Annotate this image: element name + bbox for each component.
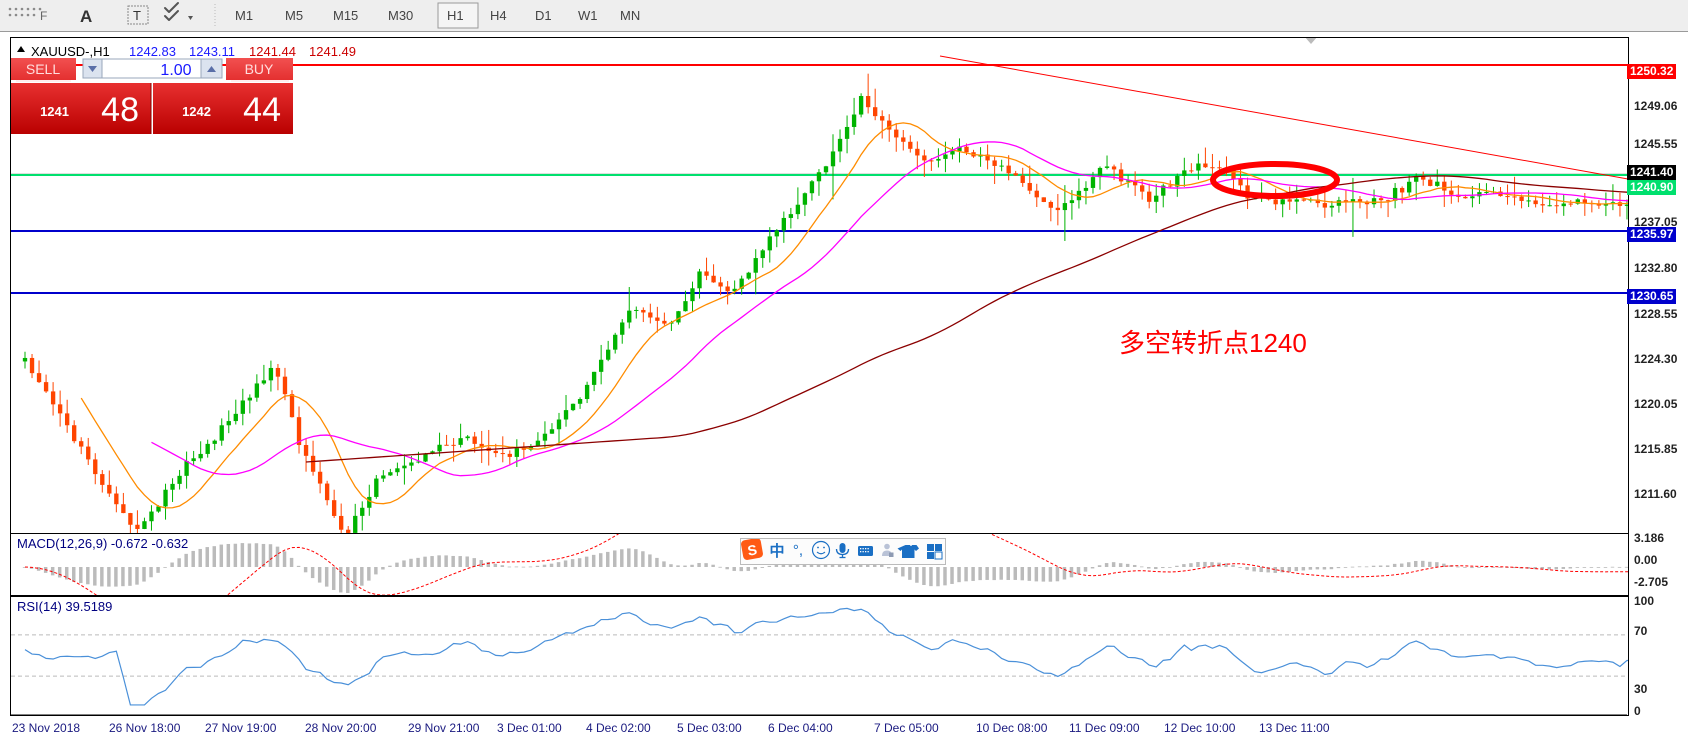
svg-text:M15: M15 bbox=[333, 8, 358, 23]
svg-text:M30: M30 bbox=[388, 8, 413, 23]
svg-text:23 Nov 2018: 23 Nov 2018 bbox=[12, 721, 80, 735]
svg-text:27 Nov 19:00: 27 Nov 19:00 bbox=[205, 721, 277, 735]
svg-text:BUY: BUY bbox=[245, 61, 274, 77]
svg-text:44: 44 bbox=[243, 91, 281, 129]
svg-text:48: 48 bbox=[101, 91, 139, 129]
svg-text:W1: W1 bbox=[578, 8, 598, 23]
svg-text:H1: H1 bbox=[447, 8, 464, 23]
svg-text:T: T bbox=[133, 8, 141, 23]
svg-text:4 Dec 02:00: 4 Dec 02:00 bbox=[586, 721, 651, 735]
svg-text:MACD(12,26,9) -0.672 -0.632: MACD(12,26,9) -0.672 -0.632 bbox=[17, 536, 188, 551]
svg-text:12 Dec 10:00: 12 Dec 10:00 bbox=[1164, 721, 1236, 735]
svg-text:3 Dec 01:00: 3 Dec 01:00 bbox=[497, 721, 562, 735]
svg-text:°,: °, bbox=[793, 542, 803, 559]
svg-text:5 Dec 03:00: 5 Dec 03:00 bbox=[677, 721, 742, 735]
svg-text:29 Nov 21:00: 29 Nov 21:00 bbox=[408, 721, 480, 735]
svg-text:13 Dec 11:00: 13 Dec 11:00 bbox=[1259, 721, 1330, 735]
svg-text:1242: 1242 bbox=[182, 104, 211, 119]
svg-text:多空转折点1240: 多空转折点1240 bbox=[1119, 328, 1307, 358]
svg-text:SELL: SELL bbox=[26, 61, 60, 77]
svg-text:D1: D1 bbox=[535, 8, 552, 23]
svg-text:A: A bbox=[80, 7, 92, 26]
svg-text:26 Nov 18:00: 26 Nov 18:00 bbox=[109, 721, 181, 735]
svg-text:11 Dec 09:00: 11 Dec 09:00 bbox=[1069, 721, 1140, 735]
svg-text:1.00: 1.00 bbox=[160, 62, 191, 79]
svg-text:6 Dec 04:00: 6 Dec 04:00 bbox=[768, 721, 833, 735]
svg-text:H4: H4 bbox=[490, 8, 507, 23]
svg-text:F: F bbox=[40, 9, 47, 23]
svg-text:M5: M5 bbox=[285, 8, 303, 23]
svg-text:10 Dec 08:00: 10 Dec 08:00 bbox=[976, 721, 1048, 735]
svg-text:M1: M1 bbox=[235, 8, 253, 23]
svg-text:MN: MN bbox=[620, 8, 640, 23]
svg-text:1241: 1241 bbox=[40, 104, 69, 119]
svg-text:中: 中 bbox=[769, 542, 784, 560]
svg-text:RSI(14) 39.5189: RSI(14) 39.5189 bbox=[17, 599, 112, 614]
svg-text:7 Dec 05:00: 7 Dec 05:00 bbox=[874, 721, 939, 735]
svg-text:28 Nov 20:00: 28 Nov 20:00 bbox=[305, 721, 377, 735]
